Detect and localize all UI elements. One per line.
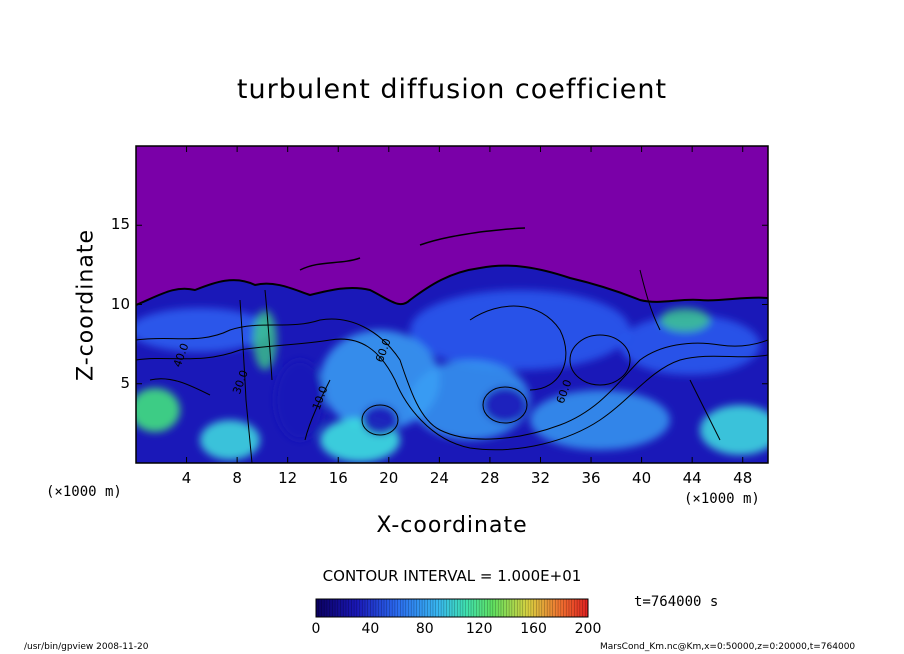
dark-core-right	[483, 387, 527, 423]
colorbar-tick-label: 40	[361, 621, 380, 637]
x-tick-label: 32	[530, 469, 551, 487]
footer-left: /usr/bin/gpview 2008-11-20	[24, 642, 149, 652]
green-patch-left	[136, 388, 180, 432]
y-tick-label: 15	[110, 215, 130, 234]
x-axis-unit: (×1000 m)	[684, 491, 760, 507]
colorbar-tick-label: 160	[520, 621, 547, 637]
heatmap-field	[136, 146, 768, 463]
green-plume	[253, 310, 277, 370]
x-tick-label: 48	[733, 469, 753, 487]
green-patch-right	[660, 308, 710, 332]
x-tick-label: 16	[328, 469, 348, 487]
contour-interval-label: CONTOUR INTERVAL = 1.000E+01	[322, 567, 582, 585]
footer-right: MarsCond_Km.nc@Km,x=0:50000,z=0:20000,t=…	[600, 642, 856, 652]
y-axis-label: Z-coordinate	[73, 229, 99, 381]
y-tick-marks	[136, 224, 768, 385]
y-axis-unit: (×1000 m)	[46, 484, 122, 500]
dark-core-left	[275, 360, 325, 440]
x-tick-label: 28	[480, 469, 500, 487]
dark-core-center	[362, 405, 398, 435]
x-tick-label: 20	[379, 469, 399, 487]
colorbar-frame	[315, 598, 589, 618]
colorbar-tick-label: 80	[415, 621, 434, 637]
contour-lines	[136, 227, 768, 463]
x-tick-label: 4	[181, 469, 192, 487]
x-tick-label: 40	[632, 469, 652, 487]
x-tick-marks	[186, 146, 744, 463]
colorbar-tick-label: 0	[311, 621, 321, 637]
x-tick-label: 44	[682, 469, 702, 487]
cyan-patch-right	[700, 405, 768, 455]
blue-band-center	[410, 290, 630, 370]
x-axis-label: X-coordinate	[376, 513, 528, 538]
light-blue-eddy-left	[320, 330, 440, 430]
colorbar-tick-label: 120	[465, 621, 493, 637]
y-tick-label: 10	[110, 294, 130, 313]
blue-band-right	[620, 315, 760, 375]
x-tick-label: 24	[429, 469, 449, 487]
colorbar	[316, 599, 588, 617]
colorbar-tick-label: 200	[574, 621, 602, 637]
chart-title: turbulent diffusion coefficient	[236, 74, 668, 105]
time-label: t=764000 s	[634, 594, 719, 610]
x-tick-label: 8	[232, 469, 242, 487]
x-tick-label: 12	[278, 469, 298, 487]
cyan-patch-left	[200, 420, 260, 460]
y-tick-label: 5	[120, 373, 130, 392]
blue-band-left	[136, 308, 270, 352]
x-tick-label: 36	[581, 469, 601, 487]
colorbar-contour-lines	[315, 599, 589, 617]
